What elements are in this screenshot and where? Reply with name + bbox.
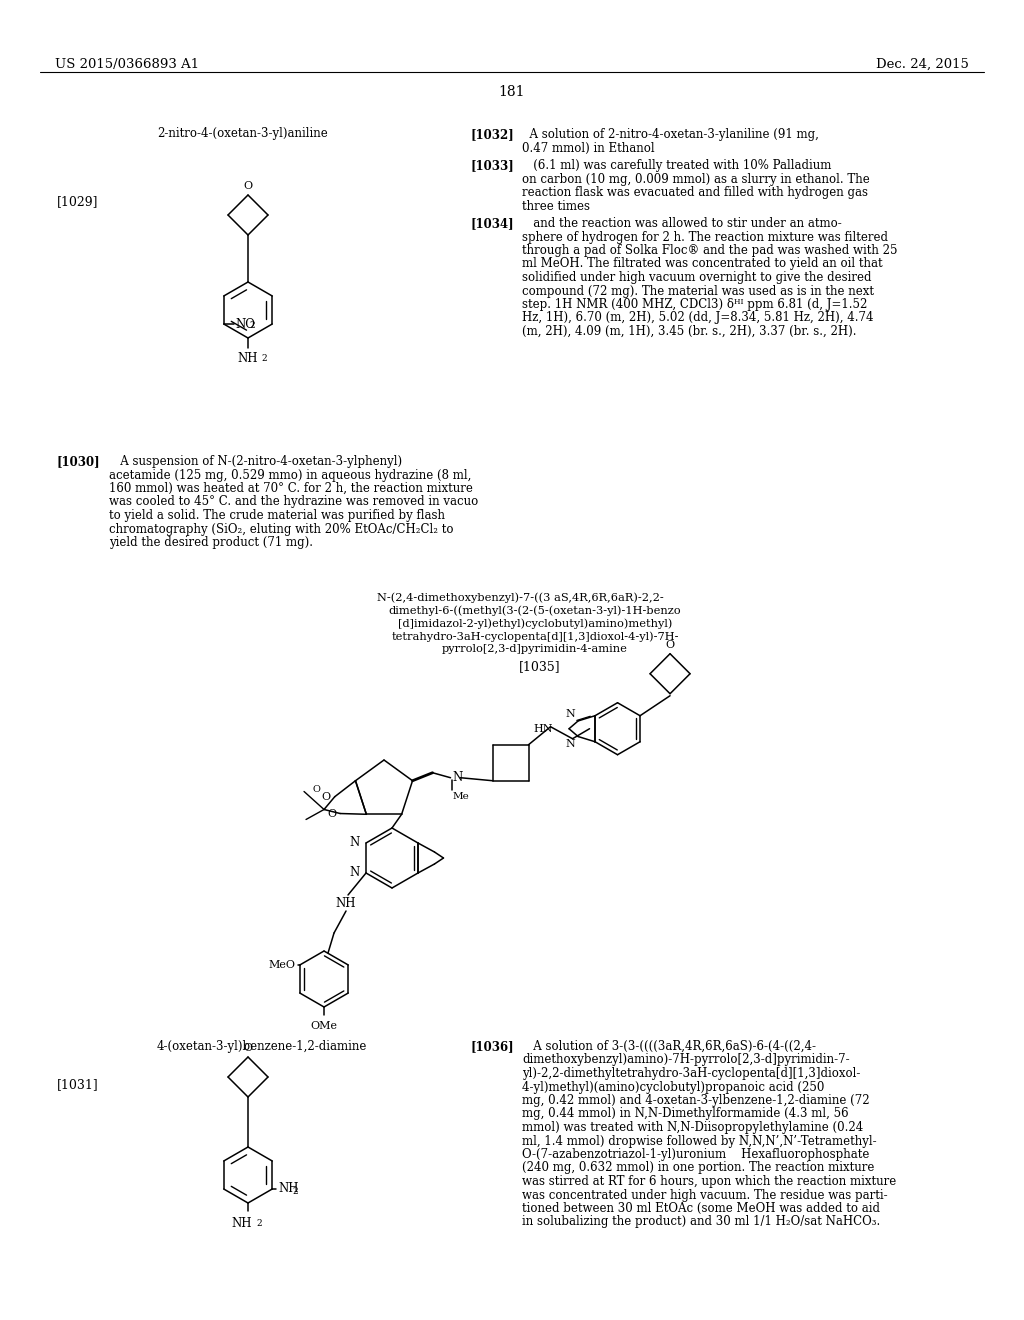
Text: (6.1 ml) was carefully treated with 10% Palladium: (6.1 ml) was carefully treated with 10% … bbox=[522, 158, 831, 172]
Text: (240 mg, 0.632 mmol) in one portion. The reaction mixture: (240 mg, 0.632 mmol) in one portion. The… bbox=[522, 1162, 874, 1175]
Text: step. 1H NMR (400 MHZ, CDCl3) δᴴᴵ ppm 6.81 (d, J=1.52: step. 1H NMR (400 MHZ, CDCl3) δᴴᴵ ppm 6.… bbox=[522, 298, 867, 312]
Text: O: O bbox=[322, 792, 331, 801]
Text: on carbon (10 mg, 0.009 mmol) as a slurry in ethanol. The: on carbon (10 mg, 0.009 mmol) as a slurr… bbox=[522, 173, 869, 186]
Text: A solution of 3-(3-((((3aR,4R,6R,6aS)-6-(4-((2,4-: A solution of 3-(3-((((3aR,4R,6R,6aS)-6-… bbox=[522, 1040, 816, 1053]
Text: Dec. 24, 2015: Dec. 24, 2015 bbox=[877, 58, 969, 71]
Text: [1031]: [1031] bbox=[57, 1078, 98, 1092]
Text: O: O bbox=[312, 785, 319, 795]
Text: O: O bbox=[244, 181, 253, 191]
Text: [1036]: [1036] bbox=[470, 1040, 514, 1053]
Text: NH: NH bbox=[238, 352, 258, 366]
Text: HN: HN bbox=[534, 723, 553, 734]
Text: [1032]: [1032] bbox=[470, 128, 514, 141]
Text: O: O bbox=[327, 809, 336, 818]
Text: mg, 0.44 mmol) in N,N-Dimethylformamide (4.3 ml, 56: mg, 0.44 mmol) in N,N-Dimethylformamide … bbox=[522, 1107, 849, 1121]
Text: NH: NH bbox=[336, 898, 356, 909]
Text: 2: 2 bbox=[292, 1187, 298, 1196]
Text: N-(2,4-dimethoxybenzyl)-7-((3 aS,4R,6R,6aR)-2,2-: N-(2,4-dimethoxybenzyl)-7-((3 aS,4R,6R,6… bbox=[377, 591, 664, 602]
Text: 2: 2 bbox=[261, 354, 266, 363]
Text: in solubalizing the product) and 30 ml 1/1 H₂O/sat NaHCO₃.: in solubalizing the product) and 30 ml 1… bbox=[522, 1216, 881, 1229]
Text: MeO: MeO bbox=[268, 960, 296, 970]
Text: NO: NO bbox=[236, 318, 256, 330]
Text: acetamide (125 mg, 0.529 mmo) in aqueous hydrazine (8 ml,: acetamide (125 mg, 0.529 mmo) in aqueous… bbox=[109, 469, 471, 482]
Text: [1035]: [1035] bbox=[519, 660, 560, 673]
Text: was stirred at RT for 6 hours, upon which the reaction mixture: was stirred at RT for 6 hours, upon whic… bbox=[522, 1175, 896, 1188]
Text: Me: Me bbox=[453, 792, 469, 801]
Text: N: N bbox=[350, 866, 360, 879]
Text: 181: 181 bbox=[499, 84, 525, 99]
Text: O: O bbox=[244, 1043, 253, 1053]
Text: (m, 2H), 4.09 (m, 1H), 3.45 (br. s., 2H), 3.37 (br. s., 2H).: (m, 2H), 4.09 (m, 1H), 3.45 (br. s., 2H)… bbox=[522, 325, 856, 338]
Text: reaction flask was evacuated and filled with hydrogen gas: reaction flask was evacuated and filled … bbox=[522, 186, 868, 199]
Text: 4-(oxetan-3-yl)benzene-1,2-diamine: 4-(oxetan-3-yl)benzene-1,2-diamine bbox=[157, 1040, 368, 1053]
Text: through a pad of Solka Floc® and the pad was washed with 25: through a pad of Solka Floc® and the pad… bbox=[522, 244, 897, 257]
Text: O-(7-azabenzotriazol-1-yl)uronium    Hexafluorophosphate: O-(7-azabenzotriazol-1-yl)uronium Hexafl… bbox=[522, 1148, 869, 1162]
Text: [1030]: [1030] bbox=[57, 455, 100, 469]
Text: compound (72 mg). The material was used as is in the next: compound (72 mg). The material was used … bbox=[522, 285, 874, 297]
Text: 2: 2 bbox=[256, 1218, 261, 1228]
Text: solidified under high vacuum overnight to give the desired: solidified under high vacuum overnight t… bbox=[522, 271, 871, 284]
Text: yield the desired product (71 mg).: yield the desired product (71 mg). bbox=[109, 536, 313, 549]
Text: 160 mmol) was heated at 70° C. for 2 h, the reaction mixture: 160 mmol) was heated at 70° C. for 2 h, … bbox=[109, 482, 473, 495]
Text: tioned between 30 ml EtOAc (some MeOH was added to aid: tioned between 30 ml EtOAc (some MeOH wa… bbox=[522, 1203, 880, 1214]
Text: N: N bbox=[453, 771, 463, 784]
Text: O: O bbox=[666, 640, 675, 649]
Text: three times: three times bbox=[522, 199, 590, 213]
Text: NH: NH bbox=[279, 1183, 299, 1196]
Text: was cooled to 45° C. and the hydrazine was removed in vacuo: was cooled to 45° C. and the hydrazine w… bbox=[109, 495, 478, 508]
Text: ml, 1.4 mmol) dropwise followed by N,N,N’,N’-Tetramethyl-: ml, 1.4 mmol) dropwise followed by N,N,N… bbox=[522, 1134, 877, 1147]
Text: chromatography (SiO₂, eluting with 20% EtOAc/CH₂Cl₂ to: chromatography (SiO₂, eluting with 20% E… bbox=[109, 523, 454, 536]
Text: ml MeOH. The filtrated was concentrated to yield an oil that: ml MeOH. The filtrated was concentrated … bbox=[522, 257, 883, 271]
Text: [d]imidazol-2-yl)ethyl)cyclobutyl)amino)methyl): [d]imidazol-2-yl)ethyl)cyclobutyl)amino)… bbox=[397, 618, 672, 628]
Text: dimethyl-6-((methyl(3-(2-(5-(oxetan-3-yl)-1H-benzo: dimethyl-6-((methyl(3-(2-(5-(oxetan-3-yl… bbox=[389, 605, 681, 615]
Text: A suspension of N-(2-nitro-4-oxetan-3-ylphenyl): A suspension of N-(2-nitro-4-oxetan-3-yl… bbox=[109, 455, 402, 469]
Text: Hz, 1H), 6.70 (m, 2H), 5.02 (dd, J=8.34, 5.81 Hz, 2H), 4.74: Hz, 1H), 6.70 (m, 2H), 5.02 (dd, J=8.34,… bbox=[522, 312, 873, 325]
Text: yl)-2,2-dimethyltetrahydro-3aH-cyclopenta[d][1,3]dioxol-: yl)-2,2-dimethyltetrahydro-3aH-cyclopent… bbox=[522, 1067, 860, 1080]
Text: [1029]: [1029] bbox=[57, 195, 98, 209]
Text: NH: NH bbox=[231, 1217, 252, 1230]
Text: tetrahydro-3aH-cyclopenta[d][1,3]dioxol-4-yl)-7H-: tetrahydro-3aH-cyclopenta[d][1,3]dioxol-… bbox=[391, 631, 679, 642]
Text: mg, 0.42 mmol) and 4-oxetan-3-ylbenzene-1,2-diamine (72: mg, 0.42 mmol) and 4-oxetan-3-ylbenzene-… bbox=[522, 1094, 869, 1107]
Text: N: N bbox=[565, 709, 575, 719]
Text: A solution of 2-nitro-4-oxetan-3-ylaniline (91 mg,: A solution of 2-nitro-4-oxetan-3-ylanili… bbox=[522, 128, 819, 141]
Text: US 2015/0366893 A1: US 2015/0366893 A1 bbox=[55, 58, 199, 71]
Text: 0.47 mmol) in Ethanol: 0.47 mmol) in Ethanol bbox=[522, 141, 654, 154]
Text: 2-nitro-4-(oxetan-3-yl)aniline: 2-nitro-4-(oxetan-3-yl)aniline bbox=[157, 127, 328, 140]
Text: 4-yl)methyl)(amino)cyclobutyl)propanoic acid (250: 4-yl)methyl)(amino)cyclobutyl)propanoic … bbox=[522, 1081, 824, 1093]
Text: N: N bbox=[350, 837, 360, 850]
Text: to yield a solid. The crude material was purified by flash: to yield a solid. The crude material was… bbox=[109, 510, 445, 521]
Text: was concentrated under high vacuum. The residue was parti-: was concentrated under high vacuum. The … bbox=[522, 1188, 888, 1201]
Text: 2: 2 bbox=[250, 322, 255, 330]
Text: pyrrolo[2,3-d]pyrimidin-4-amine: pyrrolo[2,3-d]pyrimidin-4-amine bbox=[442, 644, 628, 653]
Text: N: N bbox=[565, 738, 575, 748]
Text: sphere of hydrogen for 2 h. The reaction mixture was filtered: sphere of hydrogen for 2 h. The reaction… bbox=[522, 231, 888, 243]
Text: and the reaction was allowed to stir under an atmo-: and the reaction was allowed to stir und… bbox=[522, 216, 842, 230]
Text: dimethoxybenzyl)amino)-7H-pyrrolo[2,3-d]pyrimidin-7-: dimethoxybenzyl)amino)-7H-pyrrolo[2,3-d]… bbox=[522, 1053, 850, 1067]
Text: OMe: OMe bbox=[310, 1020, 338, 1031]
Text: [1033]: [1033] bbox=[470, 158, 514, 172]
Text: [1034]: [1034] bbox=[470, 216, 514, 230]
Text: mmol) was treated with N,N-Diisopropylethylamine (0.24: mmol) was treated with N,N-Diisopropylet… bbox=[522, 1121, 863, 1134]
